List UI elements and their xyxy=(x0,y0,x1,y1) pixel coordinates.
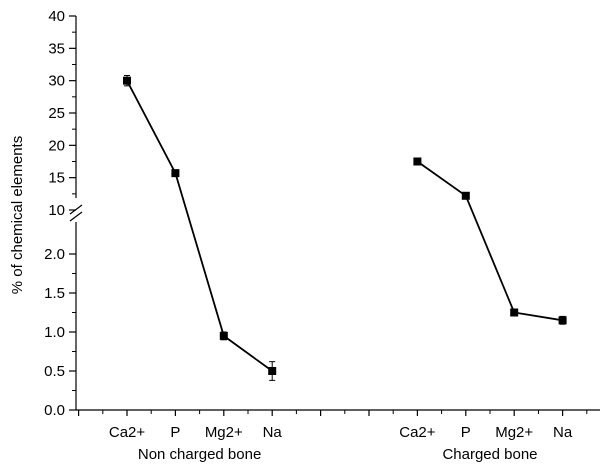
group-label: Non charged bone xyxy=(138,446,261,463)
x-tick-label: P xyxy=(170,424,180,441)
y-tick-label: 25 xyxy=(48,105,65,122)
y-tick-label: 30 xyxy=(48,73,65,90)
data-point xyxy=(171,169,180,178)
data-point xyxy=(123,76,131,85)
series-line xyxy=(126,80,273,372)
y-axis-break-mark xyxy=(69,211,83,222)
x-tick-label: Mg2+ xyxy=(205,424,243,441)
data-point xyxy=(461,191,470,200)
y-tick-label: 15 xyxy=(48,170,65,187)
y-tick-label: 35 xyxy=(48,40,65,57)
y-tick-label: 10 xyxy=(48,202,65,219)
axes xyxy=(69,15,600,416)
y-axis-title: % of chemical elements xyxy=(9,136,26,294)
x-tick-label: Na xyxy=(553,424,573,441)
y-tick-label: 2.0 xyxy=(44,246,65,263)
data-point xyxy=(219,331,228,340)
x-tick-label: Na xyxy=(263,424,283,441)
x-tick-label: P xyxy=(461,424,471,441)
data-point xyxy=(268,367,277,375)
labels: 0.0 0.5 1.0 1.5 2.0 10 15 20 25 30 35 40 Ca2+ P Mg2+ Na… xyxy=(44,8,573,463)
x-tick-label: Ca2+ xyxy=(109,424,146,441)
y-tick-label: 20 xyxy=(48,137,65,154)
y-tick-label: 0.5 xyxy=(44,363,65,380)
y-tick-label: 1.5 xyxy=(44,285,65,302)
y-tick-label: 0.0 xyxy=(44,402,65,419)
x-tick-label: Mg2+ xyxy=(495,424,533,441)
x-tick-label: Ca2+ xyxy=(399,424,436,441)
y-tick-label: 1.0 xyxy=(44,324,65,341)
data-point xyxy=(558,316,567,325)
data-point xyxy=(413,157,422,166)
y-tick-label: 40 xyxy=(48,8,65,25)
data-point xyxy=(510,308,519,317)
series-line xyxy=(416,160,563,322)
group-label: Charged bone xyxy=(442,446,537,463)
data-marks xyxy=(123,74,567,381)
